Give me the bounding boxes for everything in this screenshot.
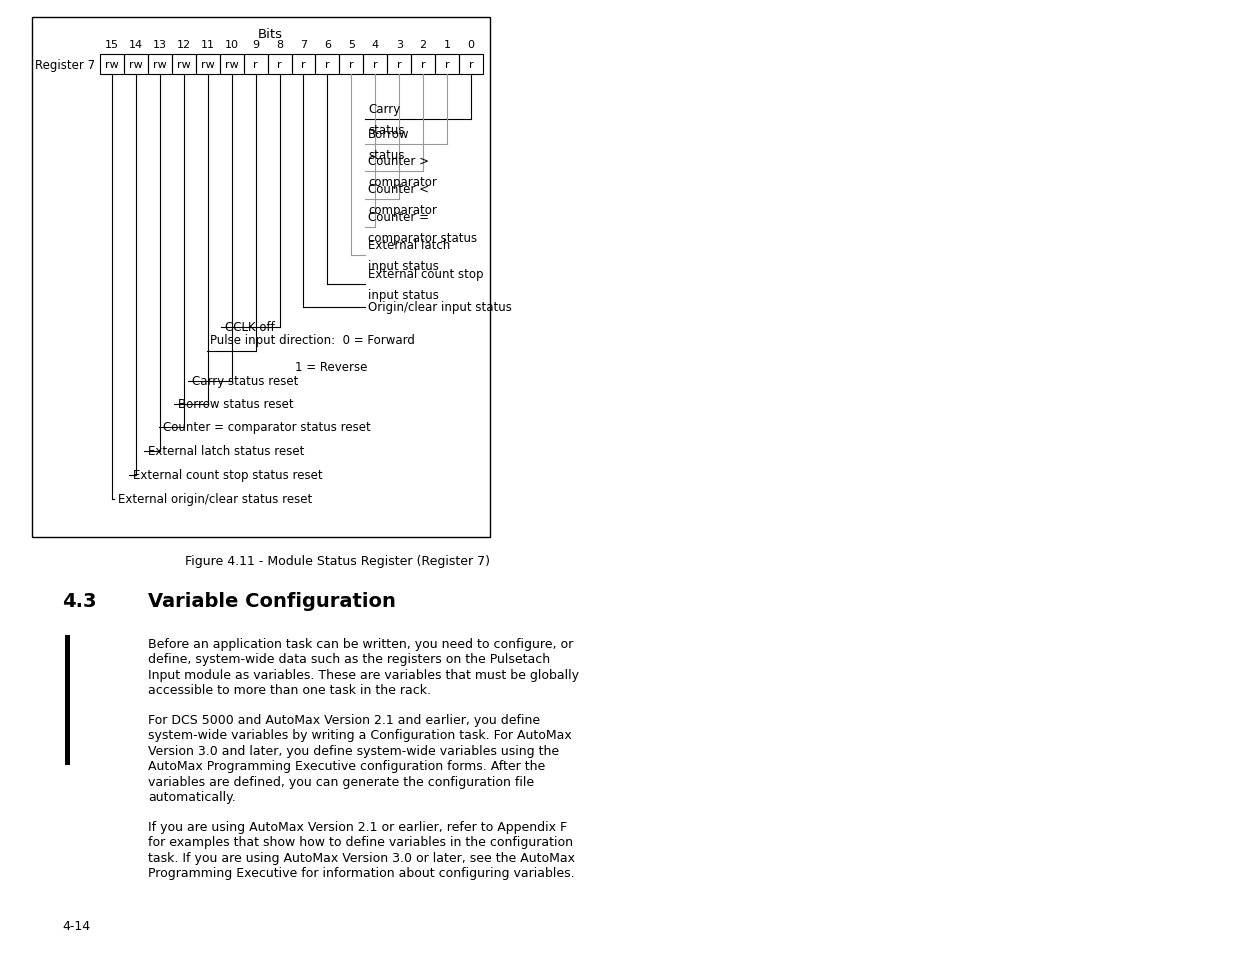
Text: Counter = comparator status reset: Counter = comparator status reset — [163, 421, 370, 434]
Text: Counter =: Counter = — [368, 211, 429, 224]
Text: status: status — [368, 124, 405, 137]
Text: Programming Executive for information about configuring variables.: Programming Executive for information ab… — [148, 866, 574, 880]
Text: 1 = Reverse: 1 = Reverse — [295, 360, 367, 374]
Text: r: r — [445, 60, 450, 70]
Text: Bits: Bits — [258, 28, 283, 41]
Text: Origin/clear input status: Origin/clear input status — [368, 301, 511, 314]
Text: automatically.: automatically. — [148, 791, 236, 803]
Bar — [124, 55, 148, 75]
Text: task. If you are using AutoMax Version 3.0 or later, see the AutoMax: task. If you are using AutoMax Version 3… — [148, 851, 576, 864]
Text: input status: input status — [368, 289, 438, 302]
Text: Borrow status reset: Borrow status reset — [178, 398, 294, 411]
Text: system-wide variables by writing a Configuration task. For AutoMax: system-wide variables by writing a Confi… — [148, 729, 572, 741]
Text: 4.3: 4.3 — [62, 592, 96, 610]
Text: Carry: Carry — [368, 103, 400, 116]
Text: Counter <: Counter < — [368, 183, 429, 195]
Text: 10: 10 — [225, 40, 238, 50]
Text: CCLK off: CCLK off — [225, 321, 274, 335]
Text: For DCS 5000 and AutoMax Version 2.1 and earlier, you define: For DCS 5000 and AutoMax Version 2.1 and… — [148, 713, 540, 726]
Text: 9: 9 — [252, 40, 259, 50]
Text: r: r — [253, 60, 258, 70]
Bar — [388, 55, 411, 75]
Text: 4: 4 — [372, 40, 379, 50]
Bar — [243, 55, 268, 75]
Bar — [220, 55, 243, 75]
Bar — [196, 55, 220, 75]
Text: r: r — [325, 60, 330, 70]
Text: r: r — [396, 60, 401, 70]
Text: 8: 8 — [275, 40, 283, 50]
Text: 0: 0 — [468, 40, 474, 50]
Text: r: r — [277, 60, 282, 70]
Bar — [315, 55, 340, 75]
Text: 5: 5 — [348, 40, 354, 50]
Text: r: r — [350, 60, 353, 70]
Text: Pulse input direction:  0 = Forward: Pulse input direction: 0 = Forward — [210, 334, 415, 347]
Text: External latch status reset: External latch status reset — [148, 445, 304, 458]
Text: comparator status: comparator status — [368, 232, 477, 245]
Text: comparator: comparator — [368, 204, 437, 216]
Text: Counter >: Counter > — [368, 154, 429, 168]
Text: 15: 15 — [105, 40, 119, 50]
Text: Register 7: Register 7 — [35, 58, 95, 71]
Bar — [340, 55, 363, 75]
Text: comparator: comparator — [368, 175, 437, 189]
Bar — [411, 55, 435, 75]
Text: input status: input status — [368, 260, 438, 273]
Bar — [291, 55, 315, 75]
Text: 11: 11 — [201, 40, 215, 50]
Text: rw: rw — [153, 60, 167, 70]
Text: 13: 13 — [153, 40, 167, 50]
Text: Version 3.0 and later, you define system-wide variables using the: Version 3.0 and later, you define system… — [148, 744, 559, 758]
Text: rw: rw — [128, 60, 143, 70]
Text: r: r — [301, 60, 306, 70]
Text: Carry status reset: Carry status reset — [191, 375, 299, 388]
Text: variables are defined, you can generate the configuration file: variables are defined, you can generate … — [148, 775, 534, 788]
Bar — [363, 55, 388, 75]
Text: External count stop: External count stop — [368, 268, 483, 281]
Bar — [268, 55, 291, 75]
Bar — [459, 55, 483, 75]
Text: for examples that show how to define variables in the configuration: for examples that show how to define var… — [148, 836, 573, 848]
Text: 4-14: 4-14 — [62, 919, 90, 932]
Text: status: status — [368, 149, 405, 162]
Text: rw: rw — [225, 60, 238, 70]
Text: r: r — [373, 60, 378, 70]
Text: Input module as variables. These are variables that must be globally: Input module as variables. These are var… — [148, 668, 579, 681]
Text: 7: 7 — [300, 40, 308, 50]
Text: 14: 14 — [128, 40, 143, 50]
Bar — [435, 55, 459, 75]
Text: 2: 2 — [420, 40, 427, 50]
Text: rw: rw — [177, 60, 190, 70]
Text: rw: rw — [105, 60, 119, 70]
Text: External count stop status reset: External count stop status reset — [133, 469, 322, 482]
Text: rw: rw — [201, 60, 215, 70]
Text: External origin/clear status reset: External origin/clear status reset — [119, 493, 312, 506]
Text: r: r — [469, 60, 473, 70]
Text: External latch: External latch — [368, 239, 451, 252]
Bar — [172, 55, 196, 75]
Text: If you are using AutoMax Version 2.1 or earlier, refer to Appendix F: If you are using AutoMax Version 2.1 or … — [148, 821, 567, 833]
Bar — [65, 636, 70, 765]
Text: AutoMax Programming Executive configuration forms. After the: AutoMax Programming Executive configurat… — [148, 760, 545, 773]
Text: Variable Configuration: Variable Configuration — [148, 592, 396, 610]
Text: 12: 12 — [177, 40, 191, 50]
Text: Before an application task can be written, you need to configure, or: Before an application task can be writte… — [148, 638, 573, 650]
Text: r: r — [421, 60, 426, 70]
Text: accessible to more than one task in the rack.: accessible to more than one task in the … — [148, 684, 431, 697]
Bar — [148, 55, 172, 75]
Bar — [100, 55, 124, 75]
Text: 3: 3 — [395, 40, 403, 50]
Text: define, system-wide data such as the registers on the Pulsetach: define, system-wide data such as the reg… — [148, 653, 550, 666]
Bar — [32, 18, 490, 537]
Text: Figure 4.11 - Module Status Register (Register 7): Figure 4.11 - Module Status Register (Re… — [185, 555, 490, 567]
Text: 1: 1 — [443, 40, 451, 50]
Text: 6: 6 — [324, 40, 331, 50]
Text: Borrow: Borrow — [368, 128, 410, 141]
